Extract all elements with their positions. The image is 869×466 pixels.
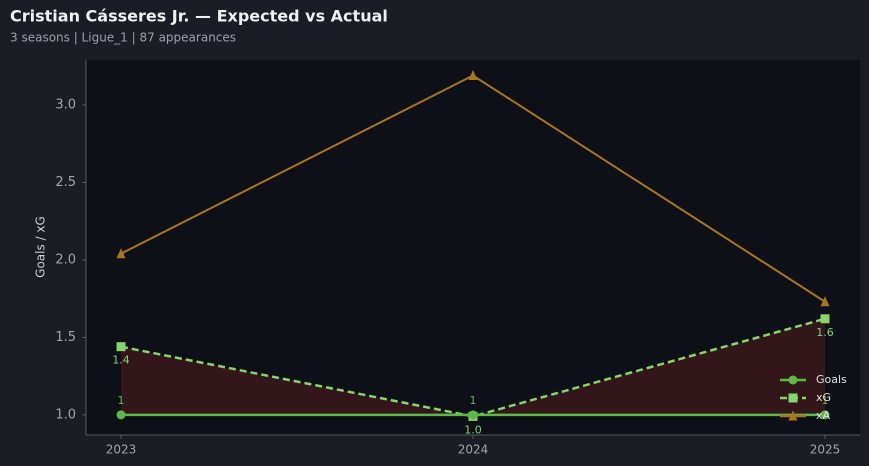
point (820, 314, 830, 324)
point (820, 410, 830, 420)
y-axis-label: Goals / xG (34, 216, 48, 278)
point (116, 248, 126, 259)
chart-title: Cristian Cásseres Jr. — Expected vs Actu… (10, 7, 388, 26)
legend-label: xG (816, 391, 831, 404)
point (116, 342, 126, 352)
y-tick-label: 3.0 (55, 97, 76, 112)
legend-marker (788, 375, 798, 385)
legend-marker (788, 393, 798, 403)
gap-area (121, 318, 825, 417)
data-label: 1 (822, 394, 829, 407)
data-label: 1.4 (112, 354, 130, 367)
data-label: 1.6 (816, 326, 834, 339)
plot-area (86, 60, 860, 435)
x-tick-label: 2023 (106, 443, 137, 457)
y-tick-label: 1.0 (55, 407, 76, 422)
x-tick-label: 2024 (458, 443, 489, 457)
y-tick-label: 2.0 (55, 252, 76, 267)
y-tick-label: 2.5 (55, 175, 76, 190)
x-tick-label: 2025 (810, 443, 841, 457)
y-tick-label: 1.5 (55, 330, 76, 345)
chart-subtitle: 3 seasons | Ligue_1 | 87 appearances (10, 31, 236, 45)
point (116, 410, 126, 420)
data-label: 1 (470, 394, 477, 407)
point (468, 69, 478, 80)
legend-marker (788, 410, 798, 421)
point (820, 296, 830, 307)
legend-label: xA (816, 409, 831, 422)
data-label: 1 (118, 394, 125, 407)
point (468, 410, 478, 420)
legend-label: Goals (816, 373, 847, 386)
data-label: 1.0 (464, 423, 482, 436)
